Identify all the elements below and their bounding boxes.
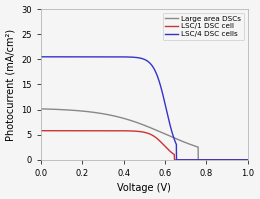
- LSC/4 DSC cells: [77, 56, 80, 58]
- LSC/1 DSC cell: [64, 130, 67, 132]
- LSC/1 DSC cell: [173, 159, 176, 161]
- X-axis label: Voltage (V): Voltage (V): [117, 183, 171, 193]
- LSC/4 DSC cells: [64, 56, 67, 58]
- Line: Large area DSCs: Large area DSCs: [41, 109, 258, 160]
- LSC/1 DSC cell: [77, 130, 80, 132]
- LSC/4 DSC cells: [175, 159, 178, 161]
- Large area DSCs: [77, 109, 80, 112]
- Legend: Large area DSCs, LSC/1 DSC cell, LSC/4 DSC cells: Large area DSCs, LSC/1 DSC cell, LSC/4 D…: [162, 13, 244, 40]
- Large area DSCs: [123, 117, 126, 120]
- LSC/1 DSC cell: [39, 130, 42, 132]
- LSC/4 DSC cells: [257, 159, 260, 161]
- LSC/1 DSC cell: [252, 159, 256, 161]
- LSC/1 DSC cell: [123, 130, 126, 132]
- Large area DSCs: [252, 159, 256, 161]
- Large area DSCs: [39, 108, 42, 110]
- LSC/4 DSC cells: [252, 159, 256, 161]
- LSC/1 DSC cell: [257, 159, 260, 161]
- Line: LSC/4 DSC cells: LSC/4 DSC cells: [41, 57, 258, 160]
- Large area DSCs: [229, 159, 232, 161]
- Large area DSCs: [132, 120, 135, 123]
- LSC/4 DSC cells: [123, 56, 126, 58]
- LSC/4 DSC cells: [229, 159, 232, 161]
- LSC/1 DSC cell: [132, 130, 135, 132]
- Large area DSCs: [197, 159, 200, 161]
- Line: LSC/1 DSC cell: LSC/1 DSC cell: [41, 131, 258, 160]
- LSC/4 DSC cells: [132, 56, 135, 59]
- LSC/1 DSC cell: [229, 159, 232, 161]
- Large area DSCs: [64, 109, 67, 111]
- Y-axis label: Photocurrent (mA/cm²): Photocurrent (mA/cm²): [5, 28, 16, 140]
- LSC/4 DSC cells: [39, 56, 42, 58]
- Large area DSCs: [257, 159, 260, 161]
